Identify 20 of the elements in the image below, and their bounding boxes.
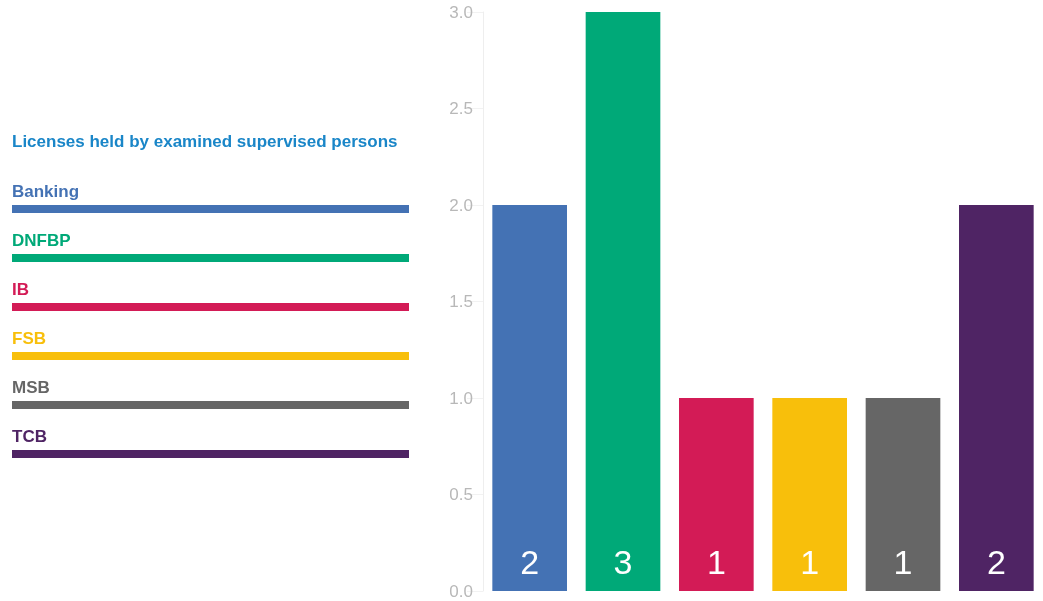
data-label: 1 [800, 543, 820, 581]
data-label: 2 [520, 543, 540, 581]
text: Banking [12, 182, 409, 213]
y-tick-label: 3.0 [449, 2, 473, 22]
text: FSB [12, 329, 409, 360]
y-tick-label: 0.5 [449, 485, 473, 504]
text: TCB [12, 427, 409, 458]
y-tick-label: 2.5 [449, 99, 473, 118]
text: DNFBP [12, 231, 409, 262]
data-label: 3 [613, 543, 633, 581]
y-tick-label: 2.0 [449, 195, 473, 215]
text: MSB [12, 378, 409, 409]
y-tick-label: 1.0 [449, 388, 473, 408]
y-tick-label: 1.5 [449, 292, 473, 311]
data-label: 1 [893, 543, 913, 581]
y-tick-label: 0.0 [449, 581, 473, 601]
data-label: 1 [706, 543, 726, 581]
text: IB [12, 280, 409, 311]
legend-title: Licenses held by examined supervised persons [12, 132, 399, 152]
data-label: 2 [986, 543, 1006, 581]
